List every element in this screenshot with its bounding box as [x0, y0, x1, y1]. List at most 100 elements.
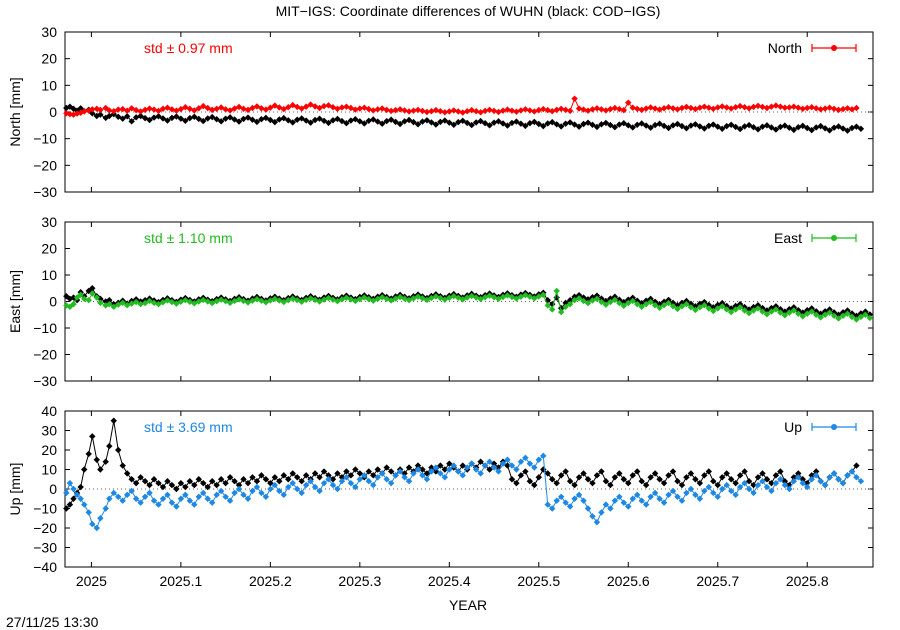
data-point — [656, 495, 663, 502]
data-point — [146, 481, 153, 489]
data-point — [137, 499, 144, 506]
data-point — [777, 103, 784, 110]
data-point — [119, 115, 126, 122]
data-point — [128, 476, 135, 483]
data-point — [692, 491, 699, 499]
data-point — [334, 105, 341, 112]
data-point — [517, 472, 525, 479]
data-point — [634, 297, 641, 304]
data-point — [754, 102, 762, 110]
data-point — [370, 472, 377, 479]
data-point — [517, 120, 525, 127]
data-point — [799, 309, 806, 316]
data-point — [804, 483, 811, 491]
data-point — [302, 103, 310, 110]
series-east — [63, 287, 874, 323]
data-point — [405, 108, 413, 115]
data-point — [830, 312, 838, 320]
legend-marker — [831, 424, 837, 430]
data-point — [396, 120, 404, 128]
data-point — [222, 298, 229, 305]
data-point — [204, 495, 211, 502]
data-point — [226, 114, 234, 121]
y-axis-label: North [mm] — [7, 77, 23, 146]
data-point — [115, 446, 122, 454]
data-point — [531, 481, 538, 489]
data-point — [835, 106, 842, 114]
data-point — [468, 460, 475, 467]
y-tick-label: 10 — [41, 267, 57, 283]
data-point — [844, 127, 851, 134]
data-point — [159, 483, 167, 491]
data-point — [191, 107, 198, 114]
data-point — [553, 106, 560, 114]
data-point — [754, 481, 762, 489]
data-point — [768, 487, 775, 495]
data-point — [629, 495, 636, 502]
data-point — [723, 122, 730, 130]
data-point — [651, 121, 659, 129]
data-point — [490, 107, 498, 115]
data-point — [745, 309, 753, 317]
data-point — [379, 470, 386, 477]
data-point — [262, 493, 270, 500]
data-point — [768, 124, 775, 131]
data-point — [719, 103, 726, 110]
data-point — [231, 478, 238, 485]
data-point — [781, 481, 789, 489]
data-point — [361, 120, 368, 127]
data-point — [705, 305, 713, 312]
data-point — [200, 489, 207, 497]
legend-marker — [831, 235, 837, 241]
data-point — [616, 296, 623, 303]
data-point — [799, 122, 806, 130]
data-point — [853, 462, 860, 469]
data-point — [513, 295, 520, 302]
legend: East — [774, 230, 857, 246]
data-point — [441, 466, 449, 473]
data-point — [504, 462, 511, 469]
data-point — [786, 124, 793, 131]
data-point — [164, 297, 171, 304]
data-point — [432, 464, 440, 471]
data-point — [302, 481, 310, 489]
data-point — [812, 472, 820, 479]
data-point — [383, 106, 390, 114]
y-tick-label: 0 — [49, 481, 57, 497]
data-point — [102, 505, 109, 512]
data-point — [598, 468, 605, 475]
data-point — [508, 293, 516, 301]
data-point — [85, 450, 92, 458]
data-point — [575, 295, 583, 302]
data-point — [759, 470, 766, 477]
data-point — [839, 105, 847, 113]
data-point — [106, 300, 113, 308]
data-point — [459, 472, 466, 479]
y-axis-label: East [mm] — [7, 270, 23, 333]
data-point — [352, 483, 359, 491]
data-point — [732, 479, 739, 487]
data-point — [656, 476, 663, 483]
data-point — [687, 300, 695, 308]
data-point — [656, 300, 663, 308]
data-point — [616, 299, 623, 307]
data-point — [598, 298, 605, 306]
data-point — [468, 106, 475, 114]
data-point — [240, 115, 247, 123]
reference-series — [63, 103, 865, 134]
data-point — [191, 481, 198, 489]
data-point — [625, 122, 632, 129]
data-point — [839, 312, 847, 320]
y-tick-label: −20 — [33, 157, 57, 173]
data-point — [352, 466, 359, 473]
legend-label: Up — [784, 419, 802, 435]
data-point — [428, 464, 435, 471]
data-point — [678, 497, 686, 504]
data-point — [808, 104, 815, 111]
data-point — [66, 295, 74, 303]
data-point — [602, 478, 610, 485]
data-point — [611, 124, 619, 131]
data-point — [835, 315, 842, 322]
data-point — [383, 464, 390, 471]
data-point — [696, 300, 704, 308]
